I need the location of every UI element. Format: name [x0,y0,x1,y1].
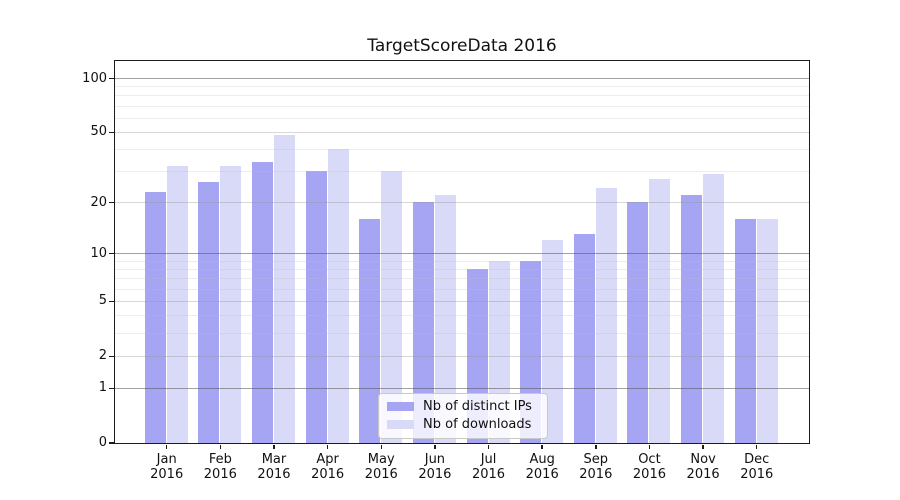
y-tick-label-0: 0 [98,435,107,450]
x-tick-label-jun: Jun 2016 [418,452,452,482]
x-tick-label-sep: Sep 2016 [579,452,613,482]
gridline-major-1 [114,387,809,389]
x-tick-label-jan: Jan 2016 [150,452,184,482]
bar-jun-downloads [434,194,456,443]
legend-item-distinct-ips: Nb of distinct IPs [387,399,539,414]
bar-may-distinct-ips [359,218,381,443]
y-tick-mark-10 [108,252,114,255]
legend-label-distinct-ips: Nb of distinct IPs [423,399,532,414]
bar-mar-downloads [273,135,295,443]
bar-nov-distinct-ips [681,194,703,443]
x-tick-label-mar: Mar 2016 [257,452,291,482]
x-tick-mark-sep [595,444,597,449]
gridline-minor-9 [114,260,809,262]
gridline-minor-80 [114,95,809,97]
bar-sep-downloads [595,188,617,443]
legend-swatch-downloads [387,420,414,429]
x-tick-mark-apr [326,444,329,449]
bar-oct-distinct-ips [627,202,649,443]
y-tick-label-20: 20 [90,194,107,210]
x-tick-label-oct: Oct 2016 [632,452,666,482]
bar-dec-downloads [756,218,778,443]
y-tick-label-1: 1 [98,380,107,396]
bar-aug-downloads [542,239,564,443]
x-tick-label-may: May 2016 [364,452,398,482]
bar-dec-distinct-ips [734,218,756,443]
gridline-minor-6 [114,288,809,290]
gridline-major-50 [114,132,809,133]
bar-nov-downloads [703,173,725,443]
bar-feb-distinct-ips [198,182,220,443]
bar-oct-downloads [649,179,671,443]
bar-apr-distinct-ips [305,171,327,443]
x-tick-mark-dec [756,444,758,449]
gridline-minor-7 [114,278,809,280]
y-tick-mark-0 [108,442,114,444]
y-tick-label-5: 5 [98,293,107,309]
x-tick-mark-may [380,444,382,449]
x-tick-label-aug: Aug 2016 [525,452,559,482]
chart-title: TargetScoreData 2016 [367,36,557,56]
x-tick-mark-oct [648,444,651,449]
gridline-minor-3 [114,333,809,334]
bar-feb-downloads [220,166,242,443]
gridline-minor-4 [114,315,809,317]
gridline-minor-30 [114,171,809,173]
legend-swatch-distinct-ips [387,402,414,411]
y-tick-label-10: 10 [90,245,107,261]
gridline-major-10 [114,253,809,255]
bar-may-downloads [381,171,403,443]
y-tick-mark-50 [108,131,114,134]
x-tick-mark-mar [273,444,275,449]
x-tick-label-nov: Nov 2016 [686,452,720,482]
gridline-minor-90 [114,86,809,88]
bar-mar-distinct-ips [251,161,273,443]
y-tick-mark-1 [108,387,114,389]
x-tick-label-dec: Dec 2016 [740,452,774,482]
x-tick-mark-jun [434,444,436,449]
gridline-major-2 [114,355,809,357]
bar-jan-downloads [166,166,188,443]
y-tick-label-50: 50 [90,124,107,140]
y-tick-label-100: 100 [82,70,107,86]
gridline-major-20 [114,202,809,204]
x-tick-mark-feb [219,444,222,449]
gridline-major-5 [114,301,809,302]
legend-label-downloads: Nb of downloads [423,417,532,432]
y-tick-mark-5 [108,300,114,303]
x-tick-mark-jul [487,444,490,449]
grid-layer [114,61,809,443]
bar-apr-downloads [327,149,349,443]
gridline-minor-70 [114,105,809,107]
plot-area [113,59,810,444]
y-tick-label-2: 2 [98,348,107,364]
x-tick-mark-aug [541,444,543,449]
gridline-minor-40 [114,149,809,151]
legend-item-downloads: Nb of downloads [387,417,539,432]
x-tick-mark-nov [702,444,704,449]
gridline-major-100 [114,78,809,80]
y-tick-mark-2 [108,355,114,357]
x-tick-label-jul: Jul 2016 [471,452,506,482]
x-tick-label-apr: Apr 2016 [311,452,345,482]
y-tick-mark-100 [108,77,114,80]
bar-jun-distinct-ips [412,202,434,443]
bar-sep-distinct-ips [573,234,595,443]
y-tick-mark-20 [108,201,114,204]
legend: Nb of distinct IPs Nb of downloads [378,393,548,439]
gridline-minor-8 [114,269,809,270]
x-tick-label-feb: Feb 2016 [203,452,237,482]
gridline-minor-60 [114,117,809,119]
x-tick-mark-jan [166,444,168,449]
